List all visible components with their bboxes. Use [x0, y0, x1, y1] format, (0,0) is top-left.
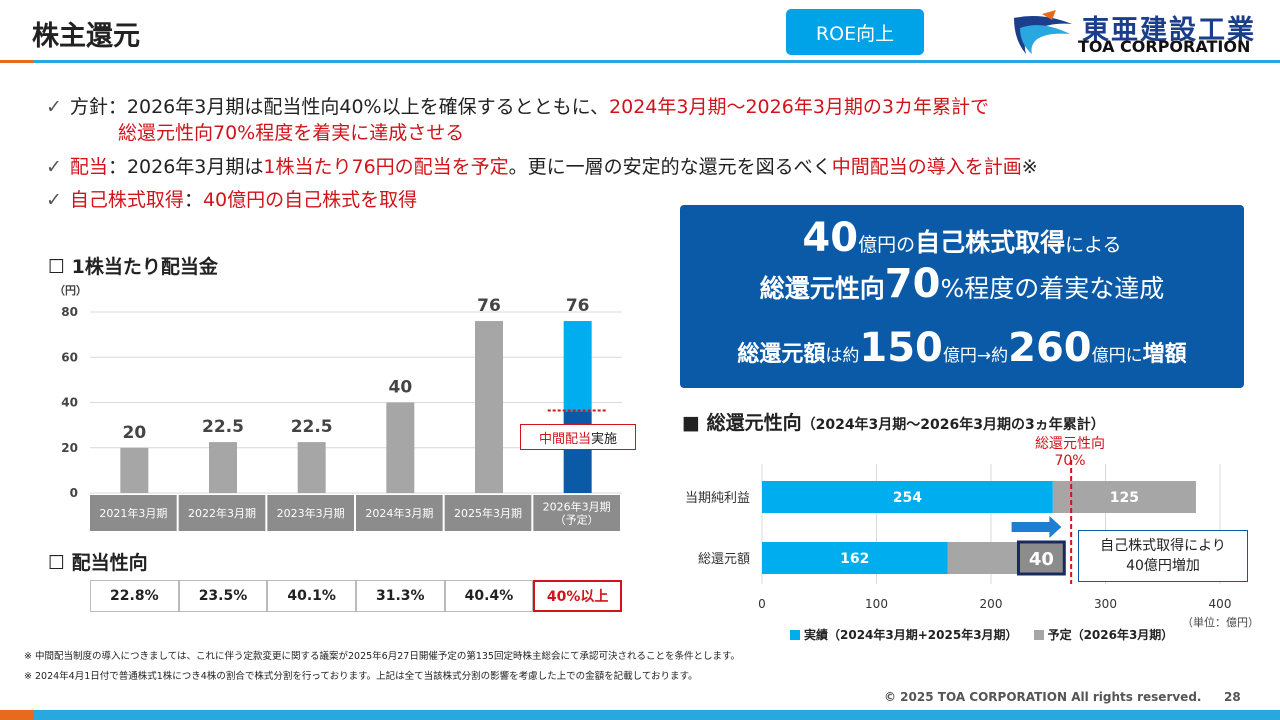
payout-ratio-cell: 31.3%	[355, 580, 445, 612]
bar	[297, 442, 326, 493]
bullet-policy-cont: 総還元性向70%程度を着実に達成させる	[118, 122, 465, 144]
x-tick-label: 100	[865, 597, 888, 611]
y-category-label: 当期純利益	[685, 491, 750, 506]
check-icon: ✓	[46, 96, 62, 118]
arrow-right-icon	[1011, 516, 1062, 538]
buyback-highlight-box	[1016, 540, 1066, 576]
y-tick-label: 0	[70, 486, 78, 500]
square-icon: ☐	[48, 256, 72, 278]
category-cell	[533, 495, 620, 531]
bar-value-label: 22.5	[291, 417, 333, 437]
summary-box: 40億円の自己株式取得による 総還元性向70%程度の着実な達成 総還元額は約15…	[680, 205, 1244, 388]
bar-value-label: 76	[477, 296, 501, 316]
bullet-policy: ✓ 方針：2026年3月期は配当性向40%以上を確保するとともに、2024年3月期…	[46, 96, 990, 118]
buyback-callout: 自己株式取得により 40億円増加	[1078, 530, 1248, 582]
x-tick-label: 0	[758, 597, 766, 611]
bar-value-label: 40	[388, 378, 412, 398]
page-title: 株主還元	[32, 21, 140, 52]
bullet-buyback: ✓ 自己株式取得：40億円の自己株式を取得	[46, 189, 418, 211]
category-cell	[444, 495, 532, 531]
logo-text-jp: 東亜建設工業	[1082, 15, 1256, 46]
x-tick-label: 2026年3月期	[543, 500, 611, 514]
x-tick-label: 2025年3月期	[454, 506, 522, 520]
payout-ratio-cell: 40.4%	[444, 580, 534, 612]
bar	[386, 402, 415, 493]
x-tick-label: 2023年3月期	[277, 506, 345, 520]
bar-value-label: 125	[1110, 490, 1139, 506]
logo-text-en: TOA CORPORATION	[1078, 37, 1251, 56]
category-cell	[267, 495, 354, 531]
category-cell	[178, 495, 266, 531]
x-tick-label: 400	[1209, 597, 1232, 611]
stacked-bar-segment	[1052, 481, 1196, 513]
bar-value-label: 20	[122, 423, 146, 443]
x-tick-label: 2022年3月期	[188, 506, 256, 520]
summary-line-1: 40億円の自己株式取得による	[802, 215, 1122, 261]
return-legend: 実績（2024年3月期+2025年3月期） 予定（2026年3月期）	[790, 626, 1173, 643]
bar-value-label: 76	[566, 296, 590, 316]
title-rule-accent	[0, 60, 34, 63]
summary-line-3: 総還元額は約150億円→約260億円に増額	[737, 325, 1187, 371]
y-category-label: 総還元額	[698, 552, 750, 567]
legend-swatch-plan	[1033, 629, 1044, 640]
category-cell	[90, 495, 177, 531]
dps-unit: （円）	[54, 284, 87, 297]
return-section-title: ■ 総還元性向（2024年3月期～2026年3月期の3ヵ年累計）	[682, 412, 1105, 434]
dps-chart: 0 20 40 60 80 20 2021年3月期 22.5 2022年3月期 22.5 2023年…	[61, 296, 622, 531]
bar-value-label: 254	[893, 490, 922, 506]
bar-value-label: 22.5	[202, 417, 244, 437]
summary-line-2: 総還元性向70%程度の着実な達成	[759, 261, 1165, 307]
title-rule	[0, 60, 1280, 63]
y-tick-label: 60	[61, 350, 78, 364]
footer-bar	[0, 710, 1280, 720]
return-unit: （単位：億円）	[1182, 616, 1259, 629]
page-number: 28	[1224, 690, 1241, 704]
bar	[475, 321, 503, 493]
interim-dividend-label: 中間配当 実施	[520, 424, 636, 450]
y-tick-label: 80	[61, 305, 78, 319]
category-cell	[356, 495, 443, 531]
note-1: ※ 中間配当制度の導入につきましては、これに伴う定款変更に関する議案が2025年…	[24, 651, 740, 662]
buyback-highlight-label: 40	[1029, 549, 1054, 570]
footer-bar-accent	[0, 710, 34, 720]
square-icon: ☐	[48, 552, 72, 574]
company-logo-icon	[1014, 10, 1072, 54]
x-tick-label: 200	[980, 597, 1003, 611]
note-2: ※ 2024年4月1日付で普通株式1株につき4株の割合で株式分割を行っております…	[24, 671, 698, 682]
target-label: 総還元性向 70%	[1035, 436, 1105, 469]
bar-value-label: 162	[840, 551, 869, 567]
copyright: © 2025 TOA CORPORATION All rights reserv…	[884, 690, 1202, 704]
bar-plan-top	[563, 321, 592, 412]
legend-swatch-actual	[790, 629, 800, 640]
bullet-dividend: ✓ 配当：2026年3月期は1株当たり76円の配当を予定。更に一層の安定的な還元を…	[46, 156, 1038, 178]
x-tick-label: 300	[1094, 597, 1117, 611]
check-icon: ✓	[46, 156, 62, 178]
payout-section-title: ☐ 配当性向	[48, 552, 148, 574]
payout-ratio-table: 22.8% 23.5% 40.1% 31.3% 40.4% 40%以上	[90, 580, 622, 612]
payout-ratio-cell: 40%以上	[533, 580, 622, 612]
stacked-bar-segment	[762, 542, 948, 574]
check-icon: ✓	[46, 189, 62, 211]
roe-badge: ROE向上	[786, 9, 924, 55]
x-tick-label: （予定）	[555, 513, 599, 527]
x-tick-label: 2024年3月期	[365, 506, 433, 520]
payout-ratio-cell: 22.8%	[90, 580, 179, 612]
stacked-bar-segment	[762, 481, 1053, 513]
dps-section-title: ☐ 1株当たり配当金	[48, 256, 218, 278]
x-tick-label: 2021年3月期	[99, 506, 167, 520]
y-tick-label: 20	[61, 441, 78, 455]
y-tick-label: 40	[61, 396, 78, 410]
payout-ratio-cell: 23.5%	[178, 580, 268, 612]
square-filled-icon: ■	[682, 412, 707, 434]
bar	[120, 447, 149, 493]
return-chart: 0 100 200 300 400 当期純利益 254 125 総還元額 162 40	[685, 460, 1232, 611]
bar	[209, 442, 237, 493]
payout-ratio-cell: 40.1%	[267, 580, 356, 612]
